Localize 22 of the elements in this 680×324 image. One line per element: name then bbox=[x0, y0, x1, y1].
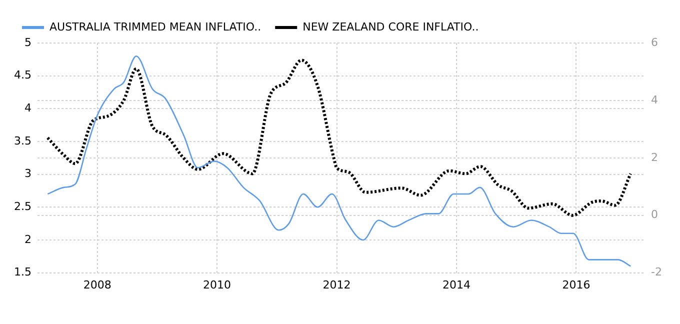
y-tick-label: 3 bbox=[24, 167, 32, 180]
y2-tick-label: 4 bbox=[651, 93, 658, 106]
x-tick-label: 2012 bbox=[322, 278, 351, 292]
x-tick-label: 2008 bbox=[83, 278, 112, 292]
y2-tick-label: -2 bbox=[651, 266, 662, 279]
y2-tick-label: 0 bbox=[651, 208, 658, 222]
y-tick-label: 2 bbox=[24, 232, 32, 246]
line-series bbox=[46, 58, 632, 217]
x-tick-label: 2010 bbox=[203, 278, 232, 292]
x-tick-label: 2016 bbox=[562, 278, 590, 292]
legend-label: NEW ZEALAND CORE INFLATIO.. bbox=[302, 20, 479, 34]
y-tick-label: 4 bbox=[24, 102, 32, 115]
y2-tick-label: 2 bbox=[651, 150, 658, 164]
x-tick-label: 2014 bbox=[442, 278, 470, 292]
line-series bbox=[47, 55, 632, 267]
y-tick-label: 5 bbox=[24, 36, 32, 49]
y-tick-label: 4.5 bbox=[14, 68, 32, 82]
y-tick-label: 1.5 bbox=[14, 266, 32, 279]
y-tick-label: 3.5 bbox=[14, 134, 32, 148]
y2-tick-label: 6 bbox=[651, 36, 658, 49]
y-tick-label: 2.5 bbox=[14, 200, 32, 213]
legend-label: AUSTRALIA TRIMMED MEAN INFLATIO.. bbox=[50, 20, 262, 34]
